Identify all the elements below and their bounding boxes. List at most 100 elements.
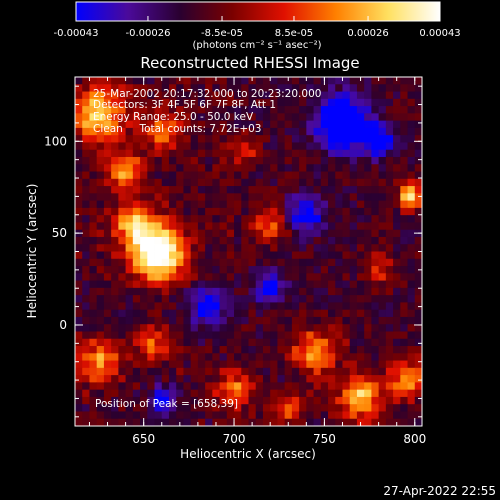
heatmap-cell (255, 149, 264, 158)
heatmap-cell (248, 171, 257, 180)
heatmap-cell (407, 106, 416, 114)
heatmap-cell (400, 273, 408, 281)
heatmap-cell (140, 207, 148, 216)
heatmap-cell (262, 382, 271, 391)
heatmap-cell (393, 389, 401, 398)
heatmap-cell (111, 186, 119, 194)
heatmap-cell (176, 135, 184, 143)
heatmap-cell (291, 244, 300, 252)
heatmap-cell (306, 178, 314, 187)
heatmap-cell (313, 302, 322, 311)
heatmap-cell (147, 396, 155, 405)
heatmap-cell (371, 106, 380, 114)
heatmap-cell (226, 193, 235, 201)
heatmap-cell (342, 142, 351, 151)
heatmap-cell (248, 389, 257, 398)
heatmap-cell (176, 113, 184, 122)
heatmap-cell (125, 411, 134, 420)
heatmap-cell (183, 215, 192, 223)
heatmap-cell (313, 113, 322, 122)
heatmap-cell (183, 353, 192, 361)
heatmap-cell (342, 149, 351, 158)
heatmap-cell (349, 215, 358, 223)
heatmap-cell (125, 156, 134, 165)
heatmap-cell (378, 98, 387, 107)
heatmap-cell (414, 178, 423, 187)
heatmap-cell (270, 77, 278, 85)
heatmap-cell (75, 193, 83, 201)
heatmap-cell (349, 222, 358, 231)
heatmap-cell (378, 382, 387, 391)
heatmap-cell (103, 244, 112, 252)
heatmap-cell (277, 418, 286, 427)
heatmap-cell (89, 236, 98, 245)
heatmap-cell (132, 215, 141, 223)
heatmap-cell (356, 200, 365, 209)
heatmap-cell (248, 287, 257, 296)
heatmap-cell (205, 389, 213, 398)
heatmap-cell (385, 77, 394, 85)
heatmap-cell (277, 411, 286, 420)
heatmap-cell (364, 338, 372, 347)
heatmap-cell (212, 367, 220, 376)
heatmap-cell (400, 171, 408, 180)
heatmap-cell (103, 91, 112, 100)
heatmap-cell (407, 302, 416, 311)
heatmap-cell (197, 331, 206, 340)
heatmap-cells (75, 77, 423, 427)
heatmap-cell (125, 106, 134, 114)
heatmap-cell (82, 171, 90, 180)
heatmap-cell (349, 91, 358, 100)
heatmap-cell (414, 113, 423, 122)
heatmap-cell (320, 251, 329, 260)
heatmap-cell (234, 411, 242, 420)
heatmap-cell (414, 346, 423, 354)
heatmap-cell (349, 266, 358, 274)
heatmap-cell (407, 258, 416, 267)
heatmap-cell (197, 127, 206, 136)
heatmap-cell (400, 316, 408, 325)
heatmap-cell (270, 215, 278, 223)
heatmap-cell (277, 229, 286, 238)
heatmap-cell (262, 375, 271, 383)
heatmap-cell (255, 280, 264, 289)
heatmap-cell (103, 120, 112, 129)
heatmap-cell (255, 171, 264, 180)
heatmap-cell (299, 396, 307, 405)
heatmap-cell (168, 316, 177, 325)
heatmap-cell (226, 258, 235, 267)
heatmap-cell (111, 396, 119, 405)
heatmap-cell (161, 84, 170, 92)
heatmap-cell (241, 418, 249, 427)
heatmap-cell (364, 193, 372, 201)
heatmap-cell (284, 324, 293, 332)
heatmap-cell (226, 346, 235, 354)
heatmap-cell (197, 389, 206, 398)
heatmap-cell (241, 127, 249, 136)
heatmap-cell (306, 338, 314, 347)
heatmap-cell (75, 215, 83, 223)
heatmap-cell (75, 309, 83, 318)
heatmap-cell (168, 149, 177, 158)
heatmap-cell (140, 236, 148, 245)
heatmap-cell (400, 84, 408, 92)
heatmap-cell (371, 149, 380, 158)
heatmap-cell (284, 149, 293, 158)
heatmap-cell (385, 353, 394, 361)
heatmap-cell (125, 295, 134, 303)
heatmap-cell (197, 338, 206, 347)
heatmap-cell (378, 178, 387, 187)
heatmap-cell (125, 215, 134, 223)
heatmap-cell (371, 324, 380, 332)
heatmap-cell (255, 156, 264, 165)
heatmap-cell (125, 404, 134, 412)
heatmap-cell (212, 236, 220, 245)
heatmap-cell (226, 106, 235, 114)
heatmap-cell (219, 149, 228, 158)
heatmap-cell (414, 149, 423, 158)
heatmap-cell (118, 338, 127, 347)
heatmap-cell (89, 84, 98, 92)
heatmap-cell (205, 324, 213, 332)
heatmap-cell (356, 178, 365, 187)
heatmap-cell (414, 251, 423, 260)
